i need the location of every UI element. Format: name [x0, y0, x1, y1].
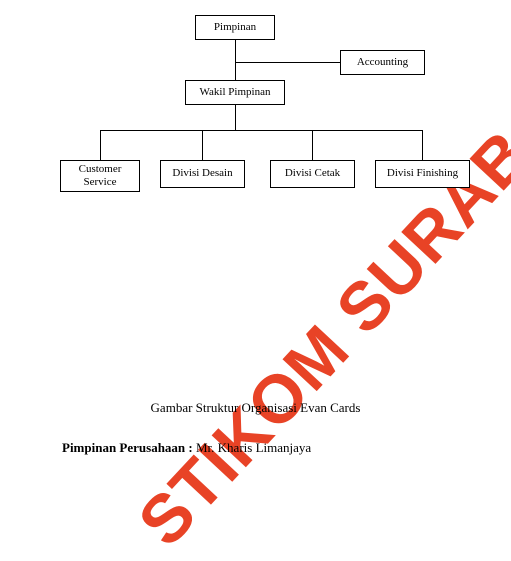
connector [235, 62, 340, 63]
person-label: Pimpinan Perusahaan : [62, 440, 193, 455]
connector [100, 130, 101, 160]
connector [312, 130, 313, 160]
connector [235, 105, 236, 130]
connector [235, 40, 236, 80]
person-value: Mr. Kharis Limanjaya [196, 440, 311, 455]
node-label: Divisi Cetak [285, 167, 340, 180]
node-pimpinan: Pimpinan [195, 15, 275, 40]
node-label: Customer Service [79, 163, 122, 189]
node-label: Accounting [357, 56, 408, 69]
org-chart: Pimpinan Accounting Wakil Pimpinan Custo… [60, 10, 490, 210]
node-label: Divisi Finishing [387, 167, 458, 180]
figure-caption: Gambar Struktur Organisasi Evan Cards [0, 400, 511, 416]
node-label: Wakil Pimpinan [200, 86, 271, 99]
connector [202, 130, 203, 160]
node-wakil: Wakil Pimpinan [185, 80, 285, 105]
node-desain: Divisi Desain [160, 160, 245, 188]
connector [100, 130, 422, 131]
node-label: Pimpinan [214, 21, 256, 34]
person-line: Pimpinan Perusahaan : Mr. Kharis Limanja… [62, 440, 311, 456]
node-cs: Customer Service [60, 160, 140, 192]
node-label: Divisi Desain [172, 167, 232, 180]
node-cetak: Divisi Cetak [270, 160, 355, 188]
node-accounting: Accounting [340, 50, 425, 75]
node-finish: Divisi Finishing [375, 160, 470, 188]
connector [422, 130, 423, 160]
